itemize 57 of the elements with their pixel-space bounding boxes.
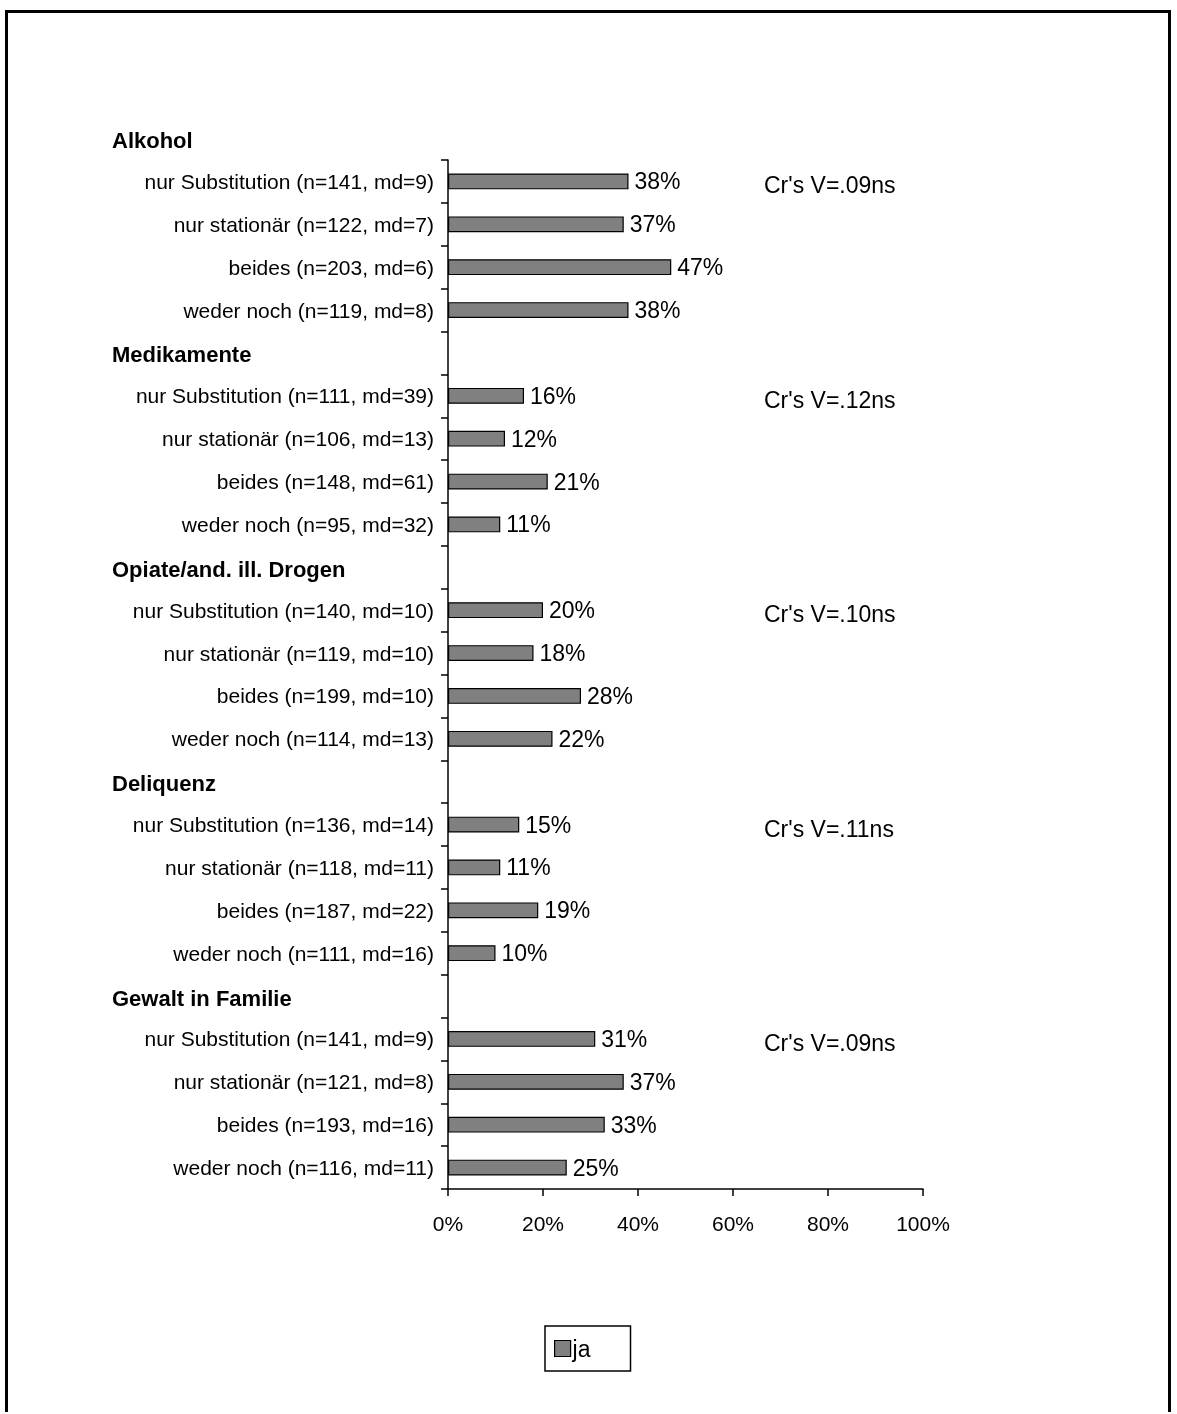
y-tick-label: nur Substitution (n=136, md=14) <box>132 813 434 837</box>
x-tick-label: 0% <box>432 1212 464 1235</box>
data-label: 37% <box>629 211 676 238</box>
data-label: 25% <box>572 1154 619 1181</box>
data-label: 22% <box>558 725 605 752</box>
data-label: 15% <box>525 811 572 838</box>
data-label: 38% <box>634 297 681 324</box>
data-label: 16% <box>530 382 577 409</box>
data-label: 33% <box>610 1111 657 1138</box>
y-tick-label: beides (n=193, md=16) <box>216 1113 434 1137</box>
annotation: Cr's V=.09ns <box>764 1029 896 1056</box>
legend-label: ja <box>571 1335 591 1362</box>
y-tick-label: weder noch (n=111, md=16) <box>172 941 434 965</box>
data-label: 47% <box>677 254 724 281</box>
y-tick-label: weder noch (n=116, md=11) <box>172 1156 434 1180</box>
text: Medikamente <box>112 342 252 368</box>
x-tick-label: 100% <box>896 1212 950 1235</box>
y-tick-label: nur Substitution (n=141, md=9) <box>144 1027 434 1051</box>
data-label: 11% <box>506 511 551 538</box>
data-label: 20% <box>549 597 596 624</box>
y-tick-label: nur Substitution (n=140, md=10) <box>132 598 434 622</box>
text: Deliquenz <box>112 771 216 797</box>
y-tick-label: beides (n=203, md=6) <box>228 255 434 279</box>
text: Gewalt in Familie <box>112 985 292 1011</box>
x-tick-label: 80% <box>806 1212 850 1235</box>
data-label: 28% <box>587 682 634 709</box>
data-label: 31% <box>601 1025 648 1052</box>
data-label: 12% <box>511 425 558 452</box>
annotation: Cr's V=.09ns <box>764 172 896 199</box>
annotation: Cr's V=.12ns <box>764 386 896 413</box>
y-tick-label: weder noch (n=114, md=13) <box>170 727 434 751</box>
y-tick-label: nur stationär (n=121, md=8) <box>173 1070 434 1094</box>
y-tick-label: weder noch (n=119, md=8) <box>182 298 434 322</box>
data-label: 21% <box>553 468 600 495</box>
y-tick-label: nur stationär (n=119, md=10) <box>163 641 434 665</box>
data-label: 10% <box>501 940 548 967</box>
y-tick-label: nur stationär (n=118, md=11) <box>165 855 434 879</box>
data-label: 18% <box>539 640 586 667</box>
x-tick-label: 60% <box>711 1212 755 1235</box>
data-label: 37% <box>629 1068 676 1095</box>
y-tick-label: nur stationär (n=106, md=13) <box>162 427 434 451</box>
y-tick-label: nur stationär (n=122, md=7) <box>173 212 434 236</box>
data-label: 38% <box>634 168 681 195</box>
y-tick-label: beides (n=187, md=22) <box>216 898 434 922</box>
data-label: 11% <box>506 854 551 881</box>
data-label: 19% <box>544 897 591 924</box>
text: Alkohol <box>112 128 193 154</box>
x-tick-label: 20% <box>521 1212 565 1235</box>
x-tick-label: 40% <box>616 1212 660 1235</box>
annotation: Cr's V=.11ns <box>764 815 894 842</box>
y-tick-label: weder noch (n=95, md=32) <box>180 512 434 536</box>
y-tick-label: nur Substitution (n=111, md=39) <box>135 384 434 408</box>
y-tick-label: beides (n=199, md=10) <box>216 684 434 708</box>
annotation: Cr's V=.10ns <box>764 601 896 628</box>
y-tick-label: beides (n=148, md=61) <box>216 470 434 494</box>
y-tick-label: nur Substitution (n=141, md=9) <box>144 169 434 193</box>
text: Opiate/and. ill. Drogen <box>112 556 346 582</box>
